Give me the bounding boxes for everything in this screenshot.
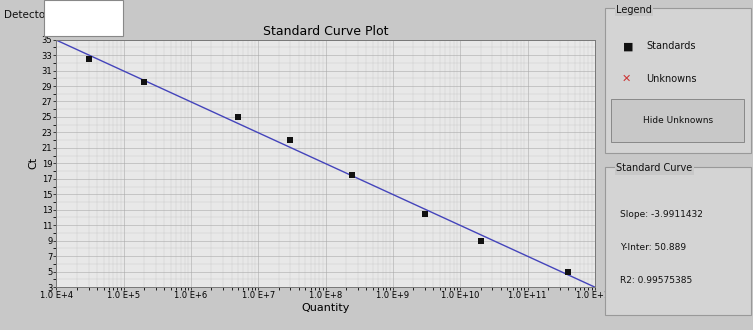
Point — [83, 56, 95, 62]
Point — [419, 211, 431, 216]
Point — [232, 114, 244, 119]
Title: Standard Curve Plot: Standard Curve Plot — [263, 25, 389, 38]
Y-axis label: Ct: Ct — [29, 157, 39, 169]
Text: Standards: Standards — [646, 41, 696, 51]
Point — [346, 172, 358, 178]
Point — [474, 238, 486, 243]
Text: Y-Inter: 50.889: Y-Inter: 50.889 — [620, 243, 686, 252]
Text: Detector:: Detector: — [4, 10, 53, 20]
Point — [562, 269, 574, 274]
Point — [138, 80, 150, 85]
Text: ▼: ▼ — [108, 14, 114, 23]
Text: Slope: -3.9911432: Slope: -3.9911432 — [620, 210, 703, 219]
Text: R2: 0.99575385: R2: 0.99575385 — [620, 276, 692, 285]
Text: Unknowns: Unknowns — [646, 74, 697, 84]
Text: Hide Unknowns: Hide Unknowns — [643, 116, 713, 125]
Text: ✕: ✕ — [622, 74, 631, 84]
Point — [285, 138, 297, 143]
Text: Standard Curve: Standard Curve — [616, 163, 692, 173]
X-axis label: Quantity: Quantity — [301, 303, 350, 313]
Text: uka-MBA: uka-MBA — [51, 13, 94, 23]
Text: ■: ■ — [623, 41, 634, 51]
Text: Legend: Legend — [616, 5, 652, 15]
